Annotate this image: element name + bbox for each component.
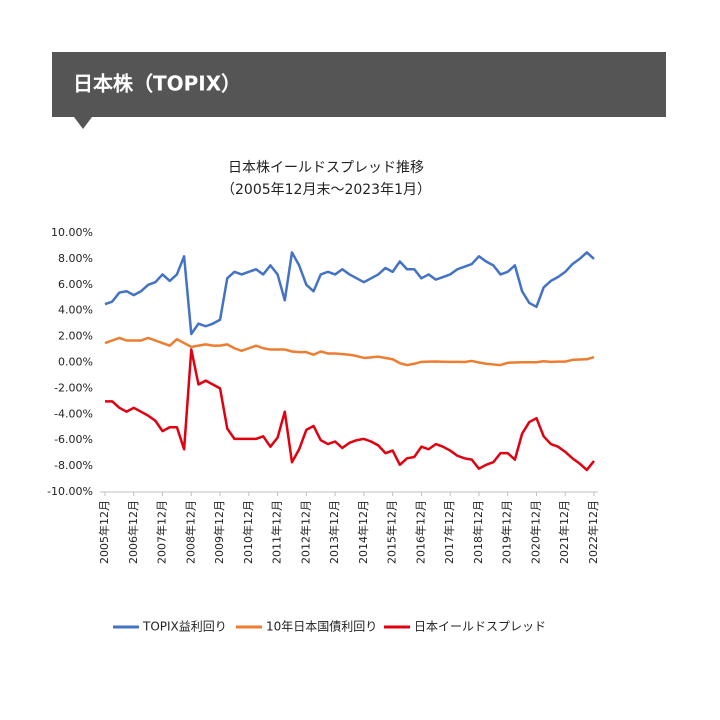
chart-title: 日本株イールドスプレッド推移: [228, 160, 424, 176]
series-line: [105, 348, 595, 472]
x-tick-label: 2010年12月: [241, 500, 255, 564]
x-tick-label: 2020年12月: [528, 500, 542, 564]
y-tick-label: 0.00%: [58, 356, 93, 369]
x-tick-label: 2006年12月: [126, 500, 140, 564]
series-line: [104, 336, 595, 367]
y-tick-label: -4.00%: [54, 407, 93, 420]
x-tick-label: 2005年12月: [97, 500, 111, 564]
x-tick-label: 2009年12月: [212, 500, 226, 564]
x-tick-label: 2012年12月: [298, 500, 312, 564]
y-tick-label: -10.00%: [47, 485, 93, 498]
x-tick-label: 2019年12月: [500, 500, 514, 564]
y-tick-label: -8.00%: [54, 459, 93, 472]
x-tick-label: 2022年12月: [586, 500, 600, 564]
series-line: [104, 251, 595, 336]
y-tick-label: 10.00%: [51, 226, 93, 239]
header-pointer: [74, 117, 92, 129]
y-tick-label: 6.00%: [58, 278, 93, 291]
x-tick-label: 2015年12月: [385, 500, 399, 564]
x-tick-label: 2018年12月: [471, 500, 485, 564]
legend-label: 10年日本国債利回り: [266, 619, 377, 634]
y-tick-label: -2.00%: [54, 381, 93, 394]
x-tick-label: 2021年12月: [557, 500, 571, 564]
x-tick-label: 2007年12月: [155, 500, 169, 564]
chart-subtitle: （2005年12月末～2023年1月）: [221, 182, 431, 198]
x-tick-label: 2013年12月: [327, 500, 341, 564]
header-bar: [52, 52, 666, 117]
x-tick-label: 2014年12月: [356, 500, 370, 564]
x-tick-label: 2017年12月: [442, 500, 456, 564]
x-tick-label: 2016年12月: [413, 500, 427, 564]
x-tick-label: 2011年12月: [270, 500, 284, 564]
legend-label: 日本イールドスプレッド: [414, 620, 546, 634]
y-tick-label: 8.00%: [58, 252, 93, 265]
y-tick-label: -6.00%: [54, 433, 93, 446]
header-title: 日本株（TOPIX）: [73, 72, 241, 96]
y-tick-label: 2.00%: [58, 330, 93, 343]
x-tick-label: 2008年12月: [183, 500, 197, 564]
legend-label: TOPIX益利回り: [142, 620, 227, 634]
y-tick-label: 4.00%: [58, 304, 93, 317]
